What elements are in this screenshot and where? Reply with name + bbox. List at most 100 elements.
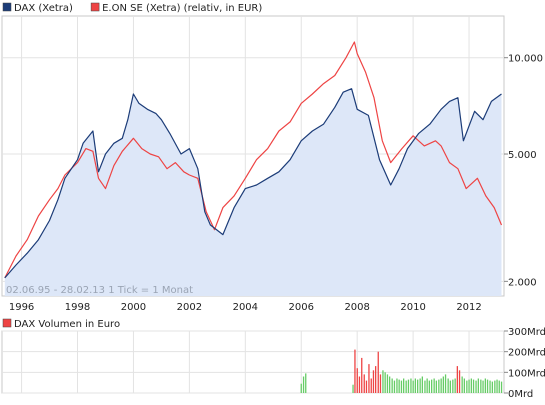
volume-bar	[491, 381, 493, 393]
volume-y-tick-label: 200Mrd	[508, 348, 545, 359]
volume-y-tick-label: 300Mrd	[508, 327, 545, 338]
volume-bar	[405, 380, 407, 393]
volume-bar	[386, 374, 389, 393]
volume-bar	[438, 379, 440, 393]
volume-bar	[489, 380, 491, 393]
volume-bar	[477, 378, 479, 393]
volume-bar	[452, 379, 454, 393]
price-x-tick-label: 2006	[289, 302, 314, 313]
volume-bar	[382, 370, 384, 393]
volume-bar	[377, 351, 379, 393]
volume-bar	[458, 370, 461, 393]
volume-bar	[407, 379, 410, 393]
volume-y-tick-label: 100Mrd	[508, 368, 545, 379]
eon-series-line	[4, 41, 503, 279]
volume-bar	[358, 376, 361, 393]
price-legend: DAX (Xetra) E.ON SE (Xetra) (relativ, in …	[2, 2, 262, 14]
volume-bar	[496, 379, 498, 393]
volume-bar	[305, 373, 307, 393]
volume-bar	[414, 378, 416, 393]
volume-bar	[428, 380, 430, 393]
legend-label: E.ON SE (Xetra) (relativ, in EUR)	[102, 3, 262, 14]
volume-bar	[400, 380, 403, 393]
price-y-tick-label: 2.000	[508, 277, 537, 288]
volume-bar	[412, 380, 414, 393]
volume-bar	[433, 378, 435, 393]
volume-panel: 0Mrd 100Mrd 200Mrd 300Mrd	[1, 327, 545, 400]
volume-bar	[363, 374, 365, 393]
price-y-tick-label: 10.000	[508, 54, 543, 65]
volume-bar	[365, 380, 368, 393]
volume-bar	[444, 374, 447, 393]
volume-bar	[482, 380, 484, 393]
volume-bar	[393, 380, 396, 393]
volume-bar	[300, 383, 302, 393]
volume-bar	[431, 379, 433, 393]
volume-bar	[419, 378, 421, 393]
price-y-tick-label: 5.000	[508, 150, 537, 161]
price-y-axis: 2.000 5.000 10.000	[504, 54, 543, 288]
volume-bar	[456, 366, 458, 393]
volume-bar	[454, 378, 456, 393]
volume-bar	[470, 378, 472, 393]
volume-bar	[440, 378, 442, 393]
price-x-tick-label: 2004	[233, 302, 258, 313]
price-x-tick-label: 2010	[400, 302, 425, 313]
volume-bar	[466, 380, 468, 393]
volume-bar	[403, 378, 405, 393]
price-fill	[4, 88, 502, 296]
volume-bar	[372, 370, 375, 393]
price-x-tick-label: 1996	[9, 302, 34, 313]
volume-bar	[468, 379, 470, 393]
price-x-tick-label: 1998	[65, 302, 90, 313]
price-x-tick-label: 2012	[456, 302, 481, 313]
price-x-tick-label: 2008	[344, 302, 369, 313]
volume-bar	[480, 379, 482, 393]
volume-bar	[370, 378, 372, 393]
price-x-axis: 1996 1998 2000 2002 2004 2006 2008 2010 2012	[9, 302, 482, 313]
volume-bar	[424, 380, 426, 393]
volume-bars	[300, 349, 503, 393]
volume-bar	[498, 380, 500, 393]
volume-bar	[500, 381, 503, 393]
price-panel: 2.000 5.000 10.000 1996 1998 2000 2002 2004 200…	[1, 15, 543, 313]
volume-bar	[391, 378, 393, 393]
volume-bar	[302, 376, 305, 393]
volume-bar	[361, 357, 363, 393]
volume-bar	[354, 349, 356, 393]
volume-bar	[486, 379, 489, 393]
volume-bar	[356, 368, 358, 393]
volume-bar	[398, 379, 400, 393]
dax-area-fill	[4, 88, 502, 296]
price-x-tick-label: 2002	[177, 302, 202, 313]
volume-bar	[442, 376, 444, 393]
volume-legend: DAX Volumen in Euro	[2, 318, 120, 330]
legend-label: DAX Volumen in Euro	[14, 319, 120, 330]
date-range-annotation: 02.06.95 - 28.02.13 1 Tick = 1 Monat	[6, 285, 193, 296]
price-lines	[4, 41, 503, 279]
volume-bar	[410, 378, 412, 393]
volume-bar	[352, 384, 354, 393]
volume-bar	[484, 378, 486, 393]
volume-bar	[379, 374, 382, 393]
volume-bar	[475, 380, 477, 393]
legend-swatch	[2, 318, 12, 328]
volume-bar	[421, 376, 423, 393]
legend-swatch	[2, 2, 12, 12]
volume-bar	[389, 376, 391, 393]
volume-bar	[368, 364, 370, 393]
volume-y-axis: 0Mrd 100Mrd 200Mrd 300Mrd	[504, 327, 545, 400]
volume-bar	[461, 376, 463, 393]
volume-bar	[447, 378, 449, 393]
volume-bar	[463, 378, 465, 393]
price-x-tick-label: 2000	[121, 302, 146, 313]
volume-bar	[472, 379, 475, 393]
legend-label: DAX (Xetra)	[14, 3, 73, 14]
volume-bar	[449, 380, 451, 393]
dax-series-line	[4, 88, 502, 279]
volume-bar	[426, 378, 428, 393]
volume-bar	[417, 379, 419, 393]
volume-bar	[396, 378, 398, 393]
